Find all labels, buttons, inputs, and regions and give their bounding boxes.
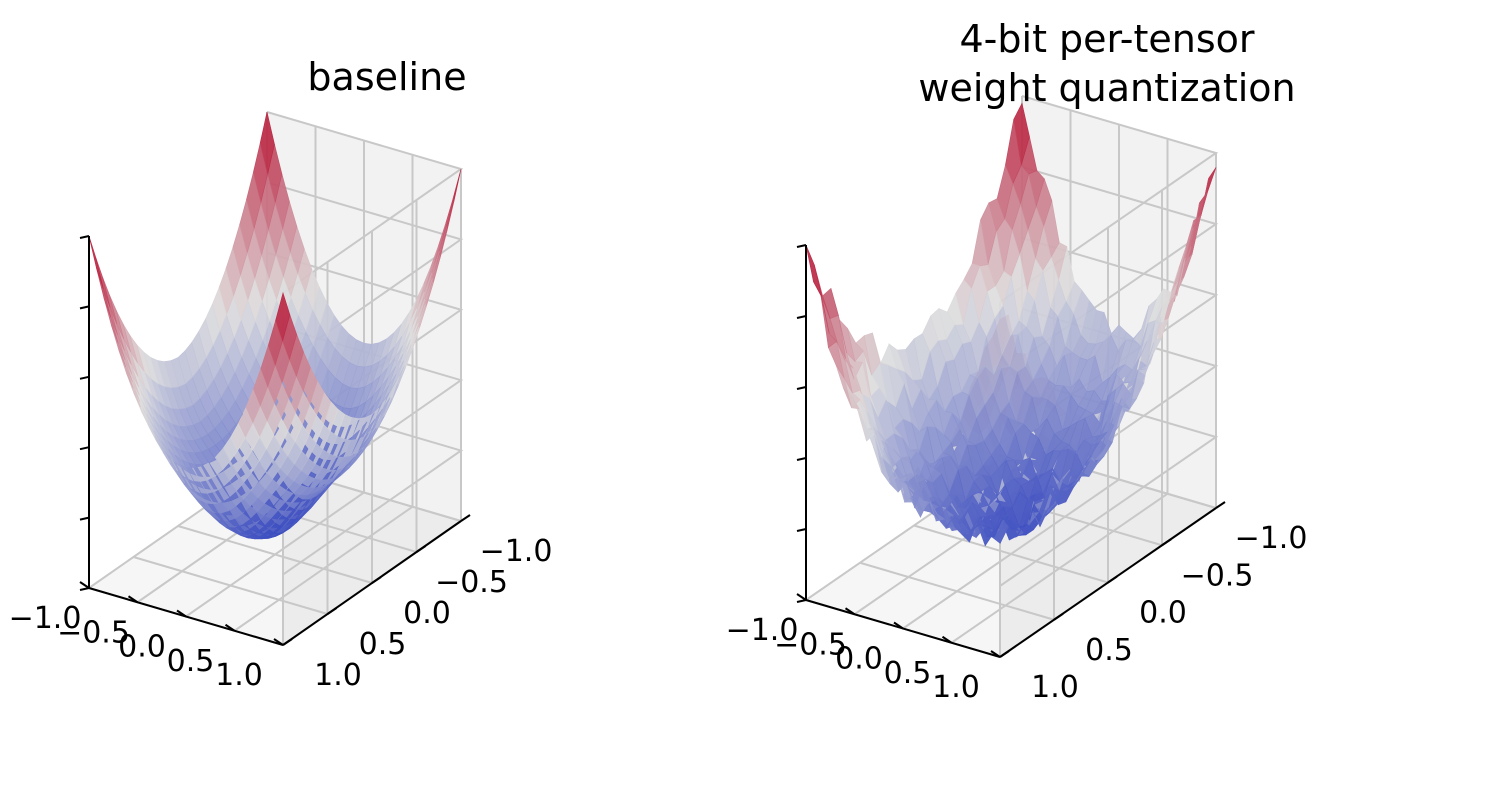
z-tick bbox=[79, 587, 90, 591]
z-tick bbox=[796, 244, 807, 248]
z-tick bbox=[79, 375, 90, 380]
x-tick bbox=[176, 609, 187, 618]
y-tick bbox=[1161, 538, 1172, 547]
y-tick bbox=[1107, 575, 1118, 584]
grid-line bbox=[999, 95, 1219, 303]
grid-line bbox=[177, 525, 373, 584]
x-tick-label: 0.0 bbox=[118, 630, 166, 665]
z-tick bbox=[796, 315, 807, 319]
surface-group bbox=[88, 111, 462, 540]
grid-line bbox=[913, 524, 1109, 584]
y-tick bbox=[1215, 501, 1226, 509]
y-tick bbox=[326, 607, 338, 615]
y-tick-label: −0.5 bbox=[435, 565, 508, 600]
y-tick-label: −0.5 bbox=[1181, 558, 1254, 593]
x-tick bbox=[127, 595, 139, 604]
right-plot-canvas: −1.0−0.50.0 0.5 1.0−1.0−0.50.00.51.0 4-bit… bbox=[726, 17, 1308, 705]
z-tick bbox=[79, 235, 90, 239]
y-tick-label: 1.0 bbox=[314, 658, 362, 693]
x-tick bbox=[893, 621, 904, 630]
surface-facet bbox=[88, 235, 104, 289]
y-tick bbox=[1053, 612, 1064, 621]
y-tick bbox=[460, 514, 471, 522]
surface-facet bbox=[95, 257, 111, 308]
left-3d-plot: −1.0 −0.5 0.0 0.5 1.0 −1.0 −0.5 0.0 0.5 1.0 basel… bbox=[0, 0, 740, 812]
y-tick-label: 0.5 bbox=[359, 627, 407, 662]
x-tick-label: −1.0 bbox=[726, 613, 799, 648]
x-tick-label: −1.0 bbox=[9, 601, 82, 636]
x-tick-label: −0.5 bbox=[774, 627, 847, 662]
surface-facet bbox=[805, 244, 823, 297]
plot-title-line-1: 4-bit per-tensor bbox=[960, 17, 1255, 61]
x-tick bbox=[796, 593, 807, 601]
x-tick-label: 0.5 bbox=[884, 656, 932, 691]
x-tick-label: −0.5 bbox=[57, 615, 130, 650]
x-tick bbox=[941, 635, 953, 644]
x-tick-label: 1.0 bbox=[932, 670, 980, 705]
z-tick bbox=[796, 386, 807, 390]
grid-line bbox=[266, 181, 464, 365]
x-tick-label: 0.0 bbox=[835, 642, 883, 677]
y-tick-label: −1.0 bbox=[480, 534, 553, 569]
y-tick-label: 0.5 bbox=[1085, 633, 1133, 668]
y-tick bbox=[282, 638, 293, 646]
y-tick bbox=[415, 545, 427, 553]
x-tick bbox=[844, 607, 856, 616]
y-tick bbox=[371, 576, 382, 584]
z-tick bbox=[79, 446, 90, 451]
surface-group bbox=[805, 102, 1217, 547]
left-plot-canvas: −1.0−0.50.0 0.5 1.0−1.0−0.50.00.51.0 basel… bbox=[9, 55, 553, 693]
tick-label-group: −1.0−0.50.0 0.5 1.0−1.0−0.50.00.51.0 bbox=[726, 521, 1308, 705]
axes-group bbox=[796, 244, 1226, 658]
tick-label-group: −1.0−0.50.0 0.5 1.0−1.0−0.50.00.51.0 bbox=[9, 534, 553, 693]
y-tick-label: −1.0 bbox=[1235, 521, 1308, 556]
x-tick-label: 0.5 bbox=[167, 644, 215, 679]
y-tick-label: 0.0 bbox=[403, 596, 451, 631]
right-3d-plot: −1.0 −0.5 0.0 0.5 1.0 −1.0 −0.5 0.0 0.5 1.0 4-bit… bbox=[726, 0, 1495, 812]
x-tick bbox=[273, 638, 284, 646]
plot-title: baseline bbox=[307, 55, 466, 99]
x-tick bbox=[79, 581, 90, 589]
y-tick-label: 1.0 bbox=[1031, 670, 1079, 705]
x-tick bbox=[990, 650, 1001, 658]
z-tick bbox=[79, 516, 90, 521]
y-tick-label: 0.0 bbox=[1139, 596, 1187, 631]
plot-title-line-2: weight quantization bbox=[918, 66, 1295, 110]
y-tick bbox=[999, 650, 1010, 658]
x-tick-label: 1.0 bbox=[215, 658, 263, 693]
z-tick bbox=[796, 457, 807, 461]
z-tick bbox=[796, 599, 807, 603]
z-tick bbox=[79, 305, 90, 310]
x-tick bbox=[224, 623, 236, 632]
z-tick bbox=[796, 528, 807, 532]
axes-group bbox=[79, 235, 471, 646]
